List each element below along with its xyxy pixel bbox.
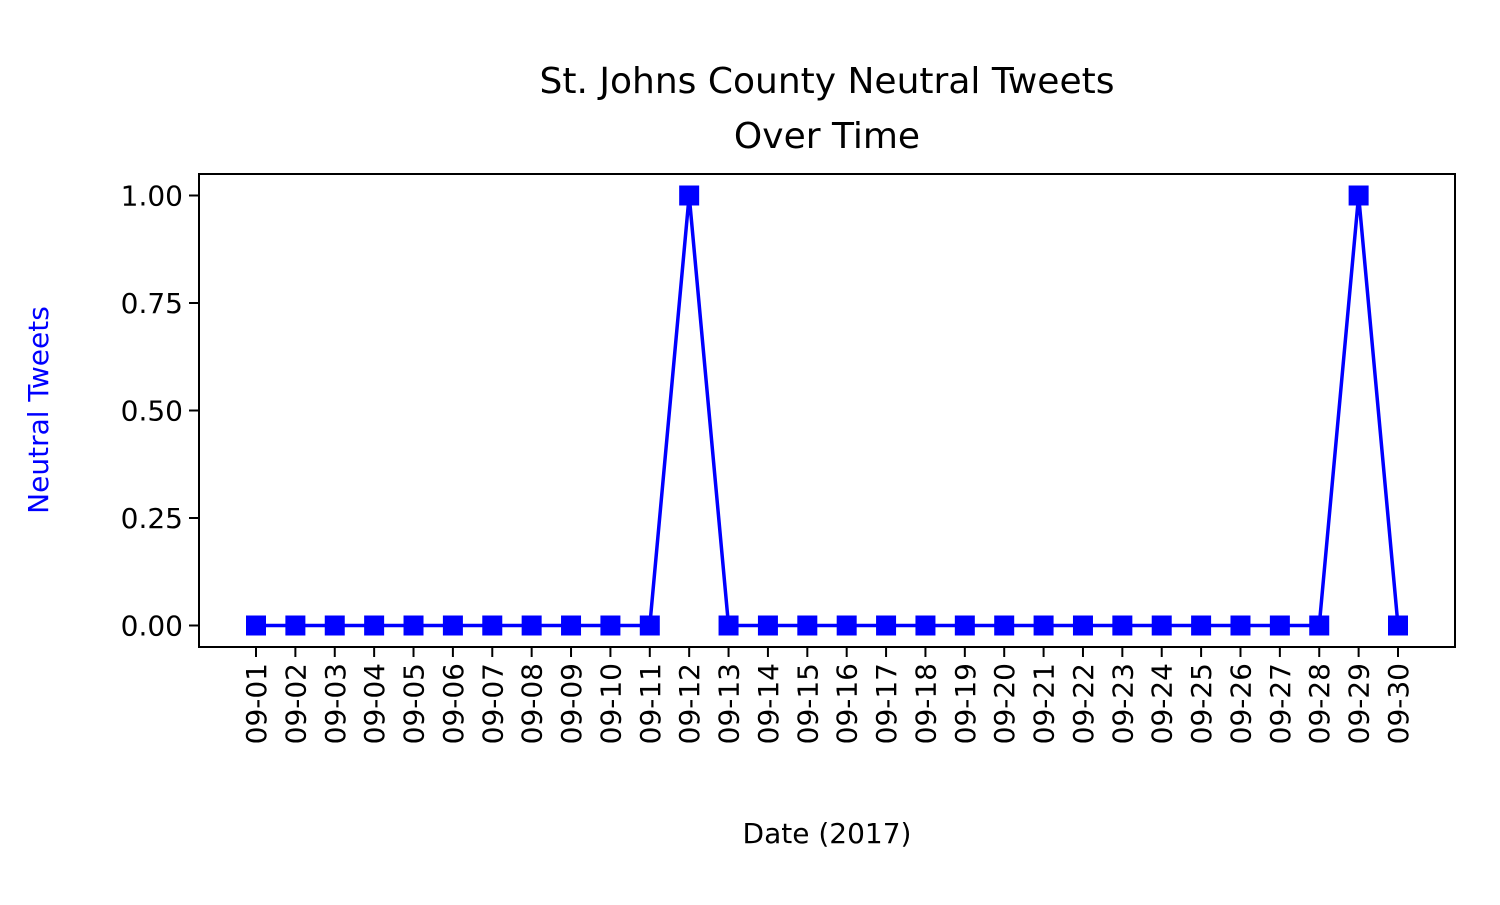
x-tick-label: 09-21 bbox=[1028, 663, 1061, 744]
data-point-marker bbox=[1230, 615, 1251, 636]
x-tick-label: 09-22 bbox=[1067, 663, 1100, 744]
x-tick-label: 09-20 bbox=[988, 663, 1021, 744]
chart-title-line1: St. Johns County Neutral Tweets bbox=[540, 61, 1115, 102]
x-tick-label: 09-19 bbox=[949, 663, 982, 744]
x-tick-label: 09-17 bbox=[870, 663, 903, 744]
x-tick-label: 09-30 bbox=[1382, 663, 1415, 744]
data-point-marker bbox=[1033, 615, 1054, 636]
data-point-marker bbox=[954, 615, 975, 636]
data-point-marker bbox=[797, 615, 818, 636]
data-point-marker bbox=[1309, 615, 1330, 636]
x-tick-label: 09-13 bbox=[713, 663, 746, 744]
data-point-marker bbox=[1112, 615, 1133, 636]
data-point-marker bbox=[442, 615, 463, 636]
data-point-marker bbox=[876, 615, 897, 636]
x-tick-label: 09-28 bbox=[1303, 663, 1336, 744]
x-tick-label: 09-09 bbox=[555, 663, 588, 744]
x-tick-label: 09-29 bbox=[1343, 663, 1376, 744]
data-point-marker bbox=[482, 615, 503, 636]
x-tick-label: 09-15 bbox=[791, 663, 824, 744]
x-tick-label: 09-11 bbox=[634, 663, 667, 744]
data-point-marker bbox=[1269, 615, 1290, 636]
x-axis: 09-01 09-02 09-03 09-04 09-05 09-06 09-07 09-08… bbox=[240, 647, 1415, 744]
data-point-marker bbox=[679, 185, 700, 206]
data-point-marker bbox=[836, 615, 857, 636]
series-layer bbox=[246, 185, 1408, 636]
x-tick-label: 09-07 bbox=[476, 663, 509, 744]
y-axis-label: Neutral Tweets bbox=[22, 306, 55, 514]
y-tick-label: 0.50 bbox=[121, 395, 183, 428]
y-tick-label: 0.00 bbox=[121, 610, 183, 643]
x-tick-label: 09-01 bbox=[240, 663, 273, 744]
data-point-marker bbox=[561, 615, 582, 636]
data-point-marker bbox=[403, 615, 424, 636]
y-tick-label: 0.25 bbox=[121, 502, 183, 535]
data-point-marker bbox=[285, 615, 306, 636]
x-tick-label: 09-16 bbox=[831, 663, 864, 744]
data-point-marker bbox=[757, 615, 778, 636]
data-point-marker bbox=[324, 615, 345, 636]
x-tick-label: 09-10 bbox=[594, 663, 627, 744]
data-point-marker bbox=[1191, 615, 1212, 636]
data-point-marker bbox=[915, 615, 936, 636]
data-point-marker bbox=[1348, 185, 1369, 206]
x-tick-label: 09-02 bbox=[279, 663, 312, 744]
x-tick-label: 09-12 bbox=[673, 663, 706, 744]
data-point-marker bbox=[364, 615, 385, 636]
x-tick-label: 09-14 bbox=[752, 663, 785, 744]
x-tick-label: 09-05 bbox=[398, 663, 431, 744]
x-tick-label: 09-18 bbox=[909, 663, 942, 744]
x-tick-label: 09-03 bbox=[319, 663, 352, 744]
y-tick-label: 1.00 bbox=[121, 180, 183, 213]
x-tick-label: 09-25 bbox=[1185, 663, 1218, 744]
x-tick-label: 09-26 bbox=[1224, 663, 1257, 744]
x-tick-label: 09-04 bbox=[358, 663, 391, 744]
y-axis: 0.00 0.25 0.50 0.75 1.00 bbox=[121, 180, 199, 643]
x-tick-label: 09-23 bbox=[1106, 663, 1139, 744]
data-point-marker bbox=[1388, 615, 1408, 636]
x-tick-label: 09-08 bbox=[516, 663, 549, 744]
y-tick-label: 0.75 bbox=[121, 287, 183, 320]
data-point-marker bbox=[1072, 615, 1093, 636]
plot-area bbox=[198, 173, 1456, 648]
data-point-marker bbox=[994, 615, 1015, 636]
x-tick-label: 09-06 bbox=[437, 663, 470, 744]
data-point-marker bbox=[1151, 615, 1172, 636]
x-tick-label: 09-27 bbox=[1264, 663, 1297, 744]
chart-title-line2: Over Time bbox=[734, 116, 920, 157]
data-point-marker bbox=[521, 615, 542, 636]
data-point-marker bbox=[718, 615, 739, 636]
data-point-marker bbox=[600, 615, 621, 636]
x-axis-label: Date (2017) bbox=[743, 817, 912, 850]
x-tick-label: 09-24 bbox=[1146, 663, 1179, 744]
series-line bbox=[256, 195, 1400, 628]
data-point-marker bbox=[246, 615, 266, 636]
data-point-marker bbox=[639, 615, 660, 636]
